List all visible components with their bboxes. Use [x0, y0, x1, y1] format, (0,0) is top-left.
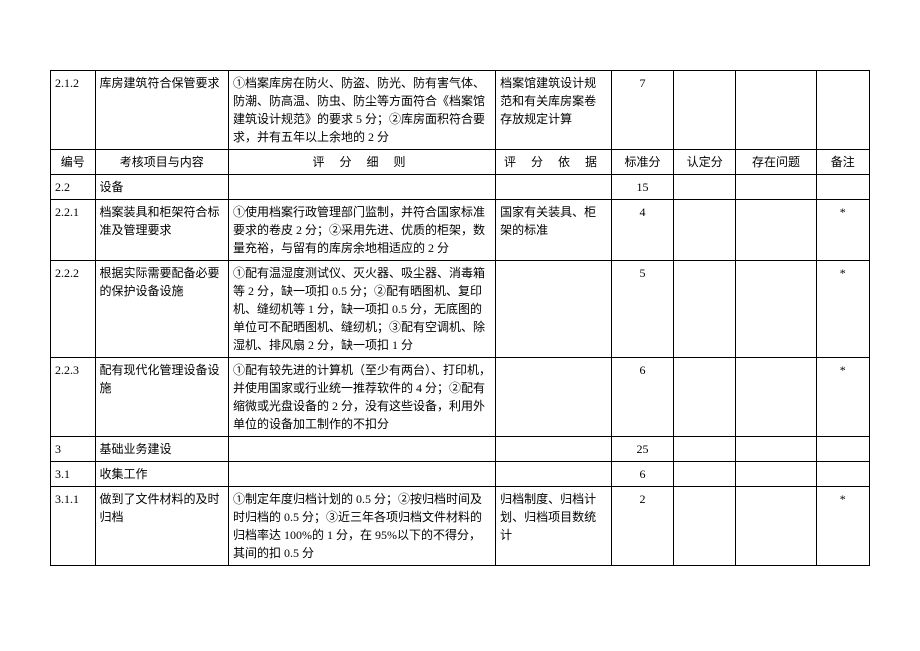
cell-item: 设备: [95, 175, 229, 200]
cell-conf: [674, 358, 736, 437]
cell-note: [816, 175, 869, 200]
header-note: 备注: [816, 150, 869, 175]
cell-conf: [674, 261, 736, 358]
cell-rule: ①配有较先进的计算机（至少有两台）、打印机，并使用国家或行业统一推荐软件的 4 …: [229, 358, 496, 437]
table-row: 3.1.1 做到了文件材料的及时归档 ①制定年度归档计划的 0.5 分；②按归档…: [51, 487, 870, 566]
cell-id: 3.1.1: [51, 487, 96, 566]
header-basis: 评 分 依 据: [496, 150, 612, 175]
cell-conf: [674, 200, 736, 261]
table-row: 2.2.3 配有现代化管理设备设施 ①配有较先进的计算机（至少有两台）、打印机，…: [51, 358, 870, 437]
cell-issue: [736, 462, 816, 487]
cell-note: [816, 437, 869, 462]
cell-id: 2.2: [51, 175, 96, 200]
table-row: 2.2.2 根据实际需要配备必要的保护设备设施 ①配有温湿度测试仪、灭火器、吸尘…: [51, 261, 870, 358]
cell-rule: ①制定年度归档计划的 0.5 分；②按归档时间及时归档的 0.5 分；③近三年各…: [229, 487, 496, 566]
cell-note: *: [816, 261, 869, 358]
cell-item: 基础业务建设: [95, 437, 229, 462]
cell-id: 2.2.1: [51, 200, 96, 261]
table-row: 2.1.2 库房建筑符合保管要求 ①档案库房在防火、防盗、防光、防有害气体、防潮…: [51, 71, 870, 150]
cell-issue: [736, 71, 816, 150]
cell-item: 档案装具和柜架符合标准及管理要求: [95, 200, 229, 261]
cell-conf: [674, 175, 736, 200]
cell-item: 收集工作: [95, 462, 229, 487]
cell-basis: [496, 437, 612, 462]
cell-issue: [736, 200, 816, 261]
cell-basis: [496, 175, 612, 200]
cell-issue: [736, 437, 816, 462]
table-header-row: 编号 考核项目与内容 评 分 细 则 评 分 依 据 标准分 认定分 存在问题 …: [51, 150, 870, 175]
cell-basis: 档案馆建筑设计规范和有关库房案卷存放规定计算: [496, 71, 612, 150]
cell-note: *: [816, 487, 869, 566]
cell-issue: [736, 487, 816, 566]
cell-item: 做到了文件材料的及时归档: [95, 487, 229, 566]
cell-conf: [674, 487, 736, 566]
cell-id: 3: [51, 437, 96, 462]
cell-id: 2.2.2: [51, 261, 96, 358]
cell-issue: [736, 261, 816, 358]
cell-issue: [736, 358, 816, 437]
cell-rule: ①档案库房在防火、防盗、防光、防有害气体、防潮、防高温、防虫、防尘等方面符合《档…: [229, 71, 496, 150]
table-row: 3.1 收集工作 6: [51, 462, 870, 487]
cell-id: 2.2.3: [51, 358, 96, 437]
cell-basis: 归档制度、归档计划、归档项目数统计: [496, 487, 612, 566]
cell-item: 根据实际需要配备必要的保护设备设施: [95, 261, 229, 358]
cell-item: 配有现代化管理设备设施: [95, 358, 229, 437]
table-row: 2.2.1 档案装具和柜架符合标准及管理要求 ①使用档案行政管理部门监制，并符合…: [51, 200, 870, 261]
cell-std: 6: [611, 358, 673, 437]
cell-conf: [674, 437, 736, 462]
cell-std: 7: [611, 71, 673, 150]
cell-std: 15: [611, 175, 673, 200]
cell-id: 2.1.2: [51, 71, 96, 150]
cell-conf: [674, 71, 736, 150]
header-item: 考核项目与内容: [95, 150, 229, 175]
cell-note: [816, 71, 869, 150]
cell-note: [816, 462, 869, 487]
cell-std: 5: [611, 261, 673, 358]
header-issue: 存在问题: [736, 150, 816, 175]
cell-id: 3.1: [51, 462, 96, 487]
cell-basis: [496, 462, 612, 487]
cell-std: 6: [611, 462, 673, 487]
assessment-table: 2.1.2 库房建筑符合保管要求 ①档案库房在防火、防盗、防光、防有害气体、防潮…: [50, 70, 870, 566]
header-id: 编号: [51, 150, 96, 175]
header-rule: 评 分 细 则: [229, 150, 496, 175]
cell-std: 2: [611, 487, 673, 566]
cell-note: *: [816, 358, 869, 437]
cell-rule: [229, 437, 496, 462]
cell-basis: 国家有关装具、柜架的标准: [496, 200, 612, 261]
cell-issue: [736, 175, 816, 200]
cell-conf: [674, 462, 736, 487]
cell-note: *: [816, 200, 869, 261]
header-std: 标准分: [611, 150, 673, 175]
table-row: 3 基础业务建设 25: [51, 437, 870, 462]
table-row: 2.2 设备 15: [51, 175, 870, 200]
cell-basis: [496, 358, 612, 437]
cell-basis: [496, 261, 612, 358]
cell-rule: ①配有温湿度测试仪、灭火器、吸尘器、消毒箱等 2 分，缺一项扣 0.5 分；②配…: [229, 261, 496, 358]
cell-rule: ①使用档案行政管理部门监制，并符合国家标准要求的卷皮 2 分；②采用先进、优质的…: [229, 200, 496, 261]
cell-std: 4: [611, 200, 673, 261]
cell-std: 25: [611, 437, 673, 462]
cell-rule: [229, 462, 496, 487]
cell-item: 库房建筑符合保管要求: [95, 71, 229, 150]
header-conf: 认定分: [674, 150, 736, 175]
cell-rule: [229, 175, 496, 200]
